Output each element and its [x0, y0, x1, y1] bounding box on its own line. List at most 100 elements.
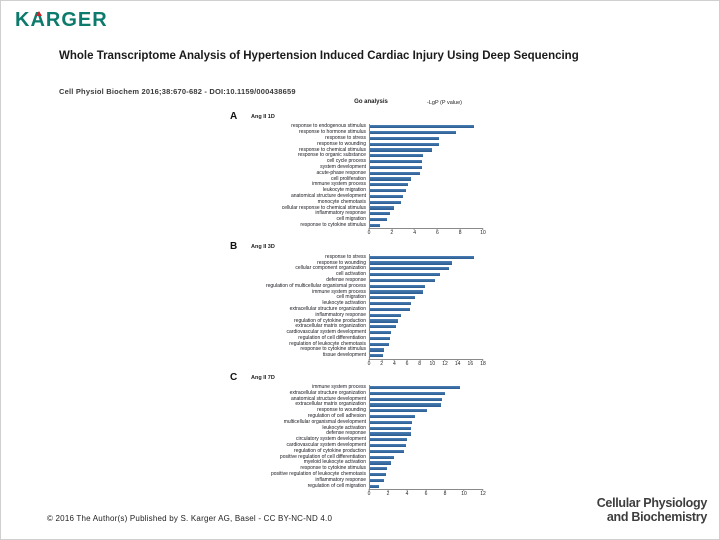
bar-track	[369, 431, 493, 437]
tick-mark	[406, 358, 408, 361]
x-axis-tick: 2	[386, 489, 390, 498]
x-axis-tick: 0	[368, 228, 370, 236]
bar-row: circulatory system development	[229, 437, 493, 443]
bar-track	[369, 164, 493, 171]
tick-mark	[463, 489, 465, 492]
bar	[370, 307, 411, 311]
bar-track	[369, 187, 493, 194]
bar-row: response to stress	[229, 134, 493, 142]
tick-label: 4	[405, 491, 409, 498]
x-axis-tick: 2	[380, 358, 383, 367]
bar	[370, 267, 450, 271]
bar	[370, 273, 441, 277]
category-label: regulation of cytokine production	[294, 317, 366, 324]
bar-rows: response to stress response to wounding ce…	[229, 254, 493, 359]
tick-label: 4	[413, 230, 416, 237]
bar	[370, 484, 380, 488]
panel-letter: C	[230, 371, 238, 383]
figure-title: Go analysis	[354, 99, 388, 105]
category-label: cell migration	[336, 294, 366, 301]
bar-track	[369, 277, 493, 284]
bar-row: system development	[229, 164, 493, 171]
go-panel-c: C Ang II 7D immune system process extracell…	[229, 372, 493, 498]
bar-track	[369, 483, 493, 490]
bar	[370, 148, 433, 152]
tick-mark	[431, 358, 433, 361]
bar-track	[369, 181, 493, 188]
category-label: cell migration	[336, 216, 366, 223]
bar-row: response to cytokine stimulus	[229, 466, 493, 472]
category-label: anatomical structure development	[290, 192, 366, 199]
bar-track	[369, 341, 493, 348]
category-label: cell activation	[335, 271, 366, 278]
bar	[370, 403, 441, 407]
tick-label: 2	[390, 230, 394, 237]
bar-track	[369, 199, 493, 206]
bar-track	[369, 306, 493, 313]
karger-logo-red-accent-icon	[36, 11, 42, 16]
bar-track	[369, 335, 493, 342]
bar-track	[369, 352, 493, 359]
category-label: response to organic substance	[297, 152, 366, 159]
category-label: response to stress	[325, 134, 366, 141]
category-label: response to chemical stimulus	[299, 146, 366, 153]
tick-label: 12	[442, 360, 448, 367]
bar-row: inflammatory response	[229, 477, 493, 484]
bar	[370, 218, 387, 222]
bar	[370, 261, 453, 265]
bar-track	[369, 294, 493, 301]
bar-track	[369, 147, 493, 153]
bar-row: response to cytokine stimulus	[229, 347, 493, 353]
category-label: immune system process	[312, 384, 366, 391]
bar-track	[369, 216, 493, 223]
tick-mark	[457, 358, 459, 361]
tick-label: 2	[386, 491, 390, 498]
category-label: response to wounding	[317, 140, 366, 147]
copyright-line: © 2016 The Author(s) Published by S. Kar…	[47, 514, 333, 523]
x-axis-tick: 12	[442, 358, 448, 367]
x-axis-tick: 18	[480, 358, 486, 367]
bar-track	[369, 271, 493, 278]
bar	[370, 125, 474, 129]
panel-header: C Ang II 7D	[229, 372, 493, 383]
tick-mark	[425, 489, 427, 492]
bar-track	[369, 460, 493, 466]
tick-mark	[393, 358, 395, 361]
bar	[370, 443, 406, 448]
tick-mark	[482, 358, 484, 361]
tick-mark	[368, 228, 370, 231]
bar-row: cellular component organization	[229, 266, 493, 272]
bar-track	[369, 254, 493, 261]
bar-row: leukocyte migration	[229, 188, 493, 194]
category-label: anatomical structure development	[290, 395, 366, 402]
category-label: leukocyte activation	[322, 424, 366, 431]
tick-mark	[368, 358, 370, 361]
panel-header: A Ang II 1D	[229, 111, 493, 122]
bar	[370, 177, 411, 181]
tick-mark	[459, 228, 461, 231]
bar	[370, 438, 407, 442]
bar-track	[369, 158, 493, 165]
tick-label: 12	[480, 491, 486, 498]
x-axis-tick: 4	[393, 358, 396, 367]
bar	[370, 348, 385, 352]
bar-track	[369, 124, 493, 130]
bar	[370, 194, 403, 199]
tick-label: 6	[405, 360, 409, 367]
bar-row: response to wounding	[229, 408, 493, 414]
bar-track	[369, 129, 493, 136]
bar	[370, 354, 384, 358]
category-label: extracellular structure organization	[289, 305, 366, 312]
category-label: cellular component organization	[295, 265, 366, 272]
x-axis-tick: 6	[425, 489, 427, 497]
category-label: positive regulation of cell differentiat…	[279, 453, 366, 460]
x-axis-tick: 6	[436, 228, 439, 236]
bar-track	[369, 289, 493, 295]
bar	[370, 420, 413, 424]
bar-row: acute-phase response	[229, 170, 493, 177]
bar-row: response to wounding	[229, 140, 493, 148]
bar	[370, 432, 412, 436]
bar	[370, 154, 424, 158]
bar-row: anatomical structure development	[229, 395, 493, 403]
karger-logo: KARGER	[15, 9, 108, 32]
